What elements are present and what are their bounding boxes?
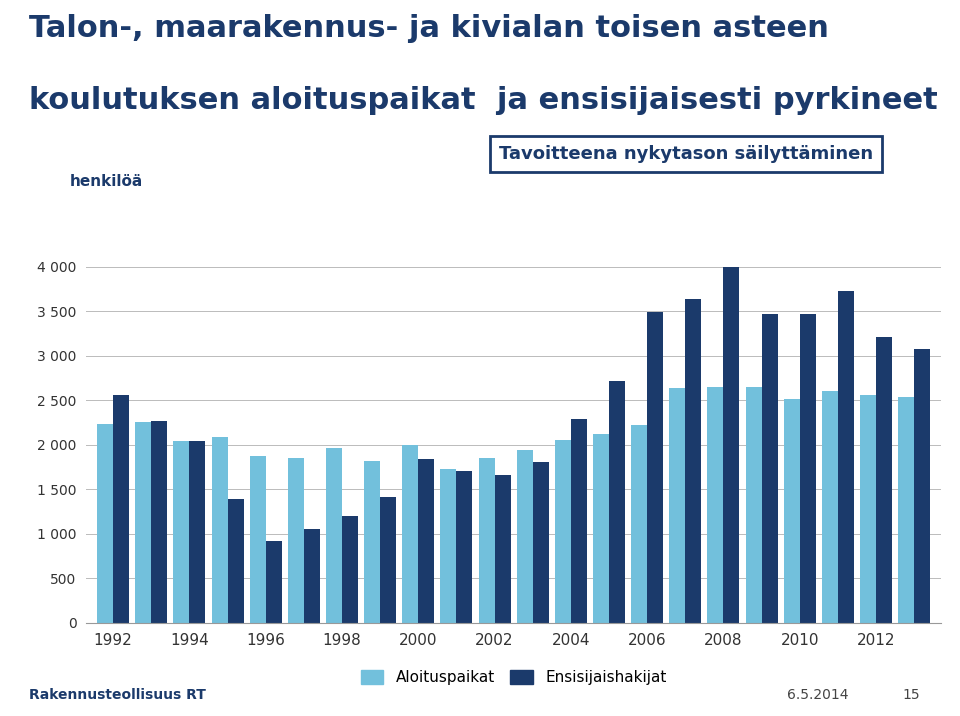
Bar <box>364 461 380 623</box>
Bar <box>456 471 472 623</box>
Bar <box>152 421 167 623</box>
Bar <box>516 450 533 623</box>
Text: koulutuksen aloituspaikat  ja ensisijaisesti pyrkineet: koulutuksen aloituspaikat ja ensisijaise… <box>29 86 938 115</box>
Bar <box>174 441 189 623</box>
Bar <box>631 425 647 623</box>
Bar <box>593 434 609 623</box>
Bar <box>342 516 358 623</box>
Bar <box>899 397 914 623</box>
Bar <box>685 299 701 623</box>
Bar <box>724 266 739 623</box>
Bar <box>266 541 281 623</box>
Bar <box>838 291 853 623</box>
Bar <box>419 459 434 623</box>
Text: Talon-, maarakennus- ja kivialan toisen asteen: Talon-, maarakennus- ja kivialan toisen … <box>29 14 828 44</box>
Bar <box>402 445 419 623</box>
Bar <box>441 469 456 623</box>
Bar <box>135 422 152 623</box>
Bar <box>914 349 930 623</box>
Bar <box>478 458 494 623</box>
Bar <box>876 337 892 623</box>
Bar <box>571 419 587 623</box>
Text: 15: 15 <box>902 687 920 702</box>
Bar <box>288 458 303 623</box>
Text: Tavoitteena nykytason säilyttäminen: Tavoitteena nykytason säilyttäminen <box>499 145 874 163</box>
Bar <box>211 437 228 623</box>
Bar <box>609 382 625 623</box>
Bar <box>669 387 685 623</box>
Text: Rakennusteollisuus RT: Rakennusteollisuus RT <box>29 687 205 702</box>
Bar <box>533 462 549 623</box>
Text: 6.5.2014: 6.5.2014 <box>787 687 849 702</box>
Bar <box>647 312 663 623</box>
Bar <box>250 456 266 623</box>
Bar <box>228 499 244 623</box>
Bar <box>761 314 778 623</box>
Bar <box>189 441 205 623</box>
Bar <box>113 395 129 623</box>
Bar <box>708 387 724 623</box>
Bar <box>822 391 838 623</box>
Bar <box>303 529 320 623</box>
Bar <box>97 424 113 623</box>
Bar <box>326 448 342 623</box>
Bar <box>783 400 800 623</box>
Legend: Aloituspaikat, Ensisijaishakijat: Aloituspaikat, Ensisijaishakijat <box>354 664 673 692</box>
Bar <box>800 314 816 623</box>
Bar <box>746 387 761 623</box>
Bar <box>555 440 571 623</box>
Bar <box>380 498 396 623</box>
Bar <box>494 475 511 623</box>
Bar <box>860 395 876 623</box>
Text: henkilöä: henkilöä <box>69 174 143 189</box>
